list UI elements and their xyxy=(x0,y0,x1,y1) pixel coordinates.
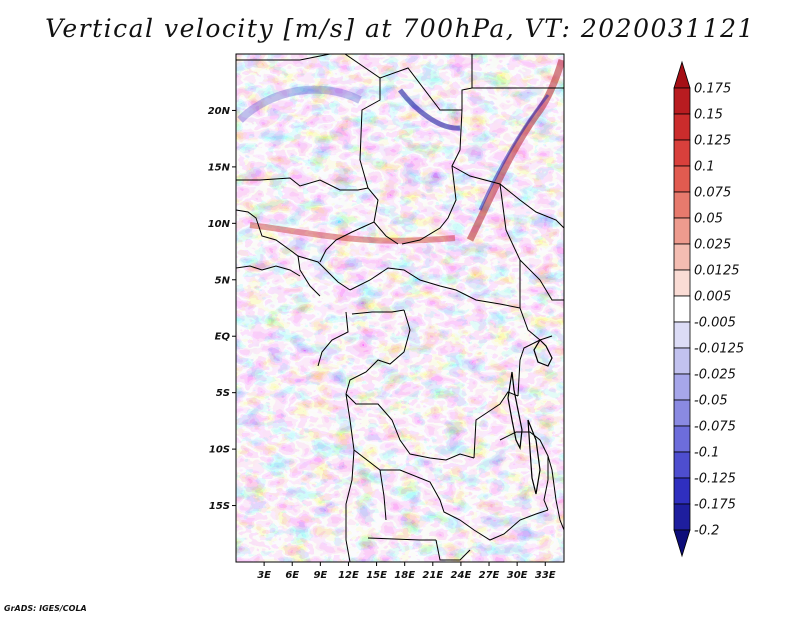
colorbar-label: 0.0125 xyxy=(694,264,740,279)
colorbar-bottom-triangle xyxy=(673,529,691,558)
lon-tick-label: 24E xyxy=(451,570,472,581)
colorbar-segment xyxy=(673,347,691,375)
colorbar-segment xyxy=(673,373,691,401)
colorbar-label: 0.1 xyxy=(694,160,715,175)
country-borders xyxy=(236,54,564,562)
colorbar-label: 0.175 xyxy=(694,82,731,97)
colorbar-label: -0.125 xyxy=(694,472,736,487)
downdraft-arc-northwest xyxy=(237,85,362,123)
lat-tick-label: 15S xyxy=(209,501,230,512)
colorbar-segment xyxy=(673,139,691,167)
lat-tick-label: 20N xyxy=(208,106,231,117)
lon-tick-label: 30E xyxy=(507,570,528,581)
colorbar-segment xyxy=(673,503,691,531)
lon-tick-label: 3E xyxy=(257,570,271,581)
updraft-band-east xyxy=(466,58,564,242)
colorbar-segment xyxy=(673,165,691,193)
grads-credit: GrADS: IGES/COLA xyxy=(4,604,87,613)
colorbar: 0.175 0.15 0.125 0.1 0.075 0.05 0.025 0.0125 0.0… xyxy=(673,60,744,558)
colorbar-label: 0.075 xyxy=(694,186,731,201)
colorbar-label: 0.025 xyxy=(694,238,731,253)
colorbar-label: -0.005 xyxy=(694,316,736,331)
lat-tick-label: 10N xyxy=(208,219,231,230)
lat-tick-label: 5S xyxy=(216,388,230,399)
colorbar-label: -0.075 xyxy=(694,420,736,435)
colorbar-segment xyxy=(673,243,691,271)
colorbar-label: -0.2 xyxy=(694,524,719,539)
updraft-band-sahel xyxy=(249,222,456,244)
lon-tick-label: 6E xyxy=(285,570,299,581)
downdraft-swirl-north xyxy=(398,88,461,131)
colorbar-label: -0.1 xyxy=(694,446,719,461)
colorbar-label: -0.175 xyxy=(694,498,736,513)
map-frame xyxy=(235,53,565,563)
lat-tick-label: 5N xyxy=(215,275,231,286)
lon-tick-label: 33E xyxy=(535,570,556,581)
colorbar-segment xyxy=(673,451,691,479)
colorbar-segment xyxy=(673,425,691,453)
lon-tick-label: 15E xyxy=(366,570,387,581)
colorbar-label: 0.05 xyxy=(694,212,723,227)
colorbar-segment xyxy=(673,321,691,349)
lon-tick-label: 18E xyxy=(394,570,415,581)
latitude-axis: 20N 15N 10N 5N EQ 5S 10S 15S xyxy=(208,106,236,512)
lon-tick-label: 27E xyxy=(479,570,500,581)
colorbar-label: 0.125 xyxy=(694,134,731,149)
colorbar-segment xyxy=(673,399,691,427)
colorbar-segment xyxy=(673,87,691,115)
colorbar-segment xyxy=(673,295,691,323)
lon-tick-label: 9E xyxy=(313,570,327,581)
chart-title: Vertical velocity [m/s] at 700hPa, VT: 2… xyxy=(45,14,755,43)
map-panel xyxy=(236,54,564,562)
colorbar-segment xyxy=(673,217,691,245)
lat-tick-label: 10S xyxy=(209,445,230,456)
longitude-axis: 3E 6E 9E 12E 15E 18E 21E 24E 27E 30E 33E xyxy=(257,562,556,581)
colorbar-segment xyxy=(673,113,691,141)
vertical-velocity-field xyxy=(236,54,564,562)
colorbar-label: -0.0125 xyxy=(694,342,744,357)
colorbar-label: -0.025 xyxy=(694,368,736,383)
colorbar-top-triangle xyxy=(673,60,691,89)
lon-tick-label: 12E xyxy=(338,570,359,581)
lat-tick-label: 15N xyxy=(208,162,231,173)
colorbar-label: -0.05 xyxy=(694,394,728,409)
colorbar-segment xyxy=(673,269,691,297)
colorbar-label: 0.15 xyxy=(694,108,723,123)
colorbar-segment xyxy=(673,477,691,505)
colorbar-segment xyxy=(673,191,691,219)
lakes xyxy=(507,339,553,495)
colorbar-label: 0.005 xyxy=(694,290,731,305)
downdraft-band-east xyxy=(478,94,550,211)
lat-tick-label: EQ xyxy=(215,332,231,343)
lon-tick-label: 21E xyxy=(422,570,443,581)
